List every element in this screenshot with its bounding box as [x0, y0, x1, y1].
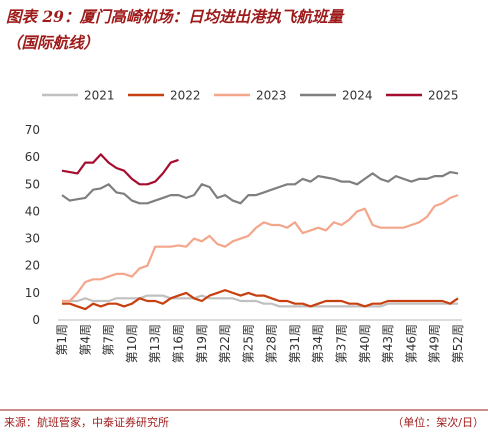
x-tick-label: 第19周 — [195, 324, 209, 363]
legend-label: 2021 — [84, 89, 115, 103]
series-line — [62, 289, 459, 311]
y-tick-label: 0 — [32, 313, 40, 327]
unit-note: （单位：架次/日） — [392, 415, 484, 429]
x-tick-label: 第13周 — [148, 324, 162, 363]
y-tick-label: 20 — [25, 259, 40, 273]
y-tick-label: 50 — [25, 177, 40, 191]
x-tick-label: 第52周 — [451, 324, 465, 363]
x-tick-label: 第46周 — [404, 324, 418, 363]
x-tick-label: 第34周 — [311, 324, 325, 363]
x-tick-label: 第25周 — [241, 324, 255, 363]
x-tick-label: 第28周 — [265, 324, 279, 363]
legend-label: 2022 — [170, 89, 201, 103]
series-line — [62, 294, 458, 308]
x-tick-label: 第43周 — [381, 324, 395, 363]
y-tick-label: 30 — [25, 232, 40, 246]
x-tick-label: 第1周 — [55, 324, 69, 356]
chart-title: 图表 29：厦门高崎机场：日均进出港执飞航班量 — [6, 7, 345, 26]
series-line — [62, 194, 459, 303]
source-note: 来源：航班管家，中泰证券研究所 — [4, 415, 169, 429]
legend-label: 2025 — [428, 89, 459, 103]
y-tick-label: 10 — [25, 286, 40, 300]
x-tick-label: 第22周 — [218, 324, 232, 363]
x-tick-label: 第10周 — [125, 324, 139, 363]
x-tick-label: 第40周 — [358, 324, 372, 363]
series-line — [61, 153, 179, 186]
legend-label: 2024 — [342, 89, 373, 103]
legend-label: 2023 — [256, 89, 287, 103]
x-tick-label: 第37周 — [335, 324, 349, 363]
y-tick-label: 60 — [25, 150, 40, 164]
x-tick-label: 第4周 — [78, 324, 92, 356]
x-tick-label: 第31周 — [288, 324, 302, 363]
x-tick-label: 第16周 — [171, 324, 185, 363]
chart-subtitle: （国际航线） — [6, 33, 99, 52]
y-tick-label: 40 — [25, 204, 40, 218]
y-tick-label: 70 — [25, 123, 40, 137]
x-tick-label: 第7周 — [102, 324, 116, 356]
series-line — [61, 171, 459, 205]
x-tick-label: 第49周 — [428, 324, 442, 363]
